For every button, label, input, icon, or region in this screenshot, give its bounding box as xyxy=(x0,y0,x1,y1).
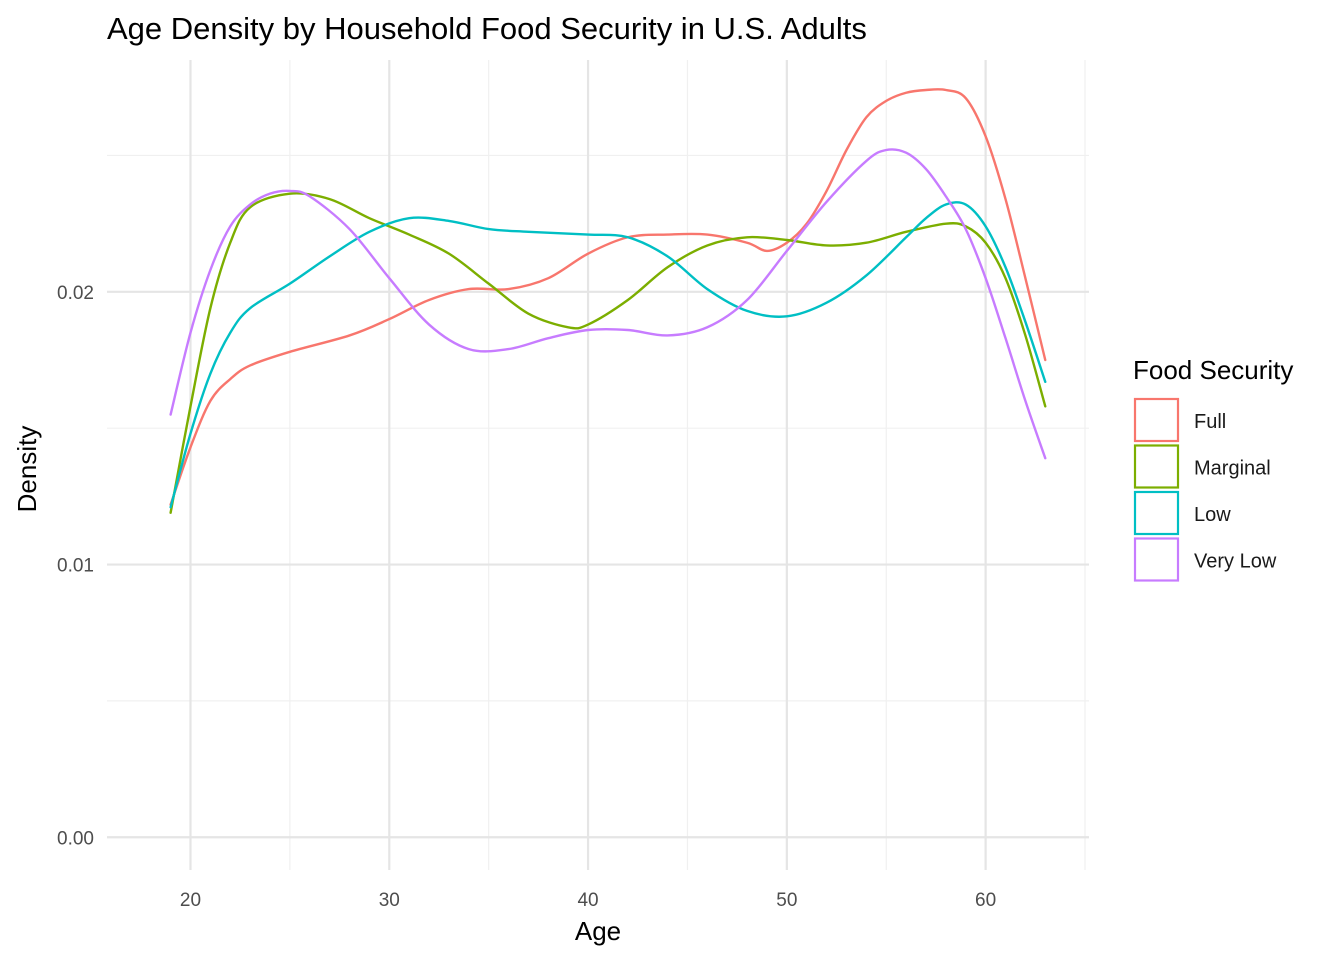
y-tick-label: 0.00 xyxy=(57,828,94,849)
series-line-full xyxy=(169,88,1047,506)
x-tick-label: 30 xyxy=(379,890,400,911)
series-line-low xyxy=(169,201,1047,509)
y-axis-title: Density xyxy=(12,426,42,513)
series-line-very-low xyxy=(169,148,1047,460)
legend-key-very-low xyxy=(1133,537,1180,582)
x-tick-label: 60 xyxy=(975,890,996,911)
series-lines xyxy=(169,88,1047,514)
x-tick-labels: 20 30 40 50 60 xyxy=(180,890,996,911)
y-tick-label: 0.02 xyxy=(57,283,94,304)
y-tick-labels: 0.00 0.01 0.02 xyxy=(57,283,94,849)
x-tick-label: 20 xyxy=(180,890,201,911)
y-tick-label: 0.01 xyxy=(57,556,94,577)
legend-label-marginal: Marginal xyxy=(1194,458,1271,480)
legend-label-very-low: Very Low xyxy=(1194,551,1277,573)
x-tick-label: 40 xyxy=(577,890,598,911)
legend: Food Security Full Marginal Low Very Low xyxy=(1133,355,1293,582)
legend-title: Food Security xyxy=(1133,355,1293,385)
x-tick-label: 50 xyxy=(776,890,797,911)
legend-key-low xyxy=(1133,490,1180,536)
chart-title: Age Density by Household Food Security i… xyxy=(107,11,867,46)
legend-label-low: Low xyxy=(1194,504,1231,526)
legend-items: Full Marginal Low Very Low xyxy=(1133,397,1277,582)
series-line-marginal xyxy=(169,192,1047,514)
legend-key-marginal xyxy=(1133,444,1180,489)
x-axis-title: Age xyxy=(575,916,621,946)
legend-label-full: Full xyxy=(1194,411,1226,433)
grid xyxy=(107,60,1089,870)
legend-key-full xyxy=(1133,397,1180,443)
